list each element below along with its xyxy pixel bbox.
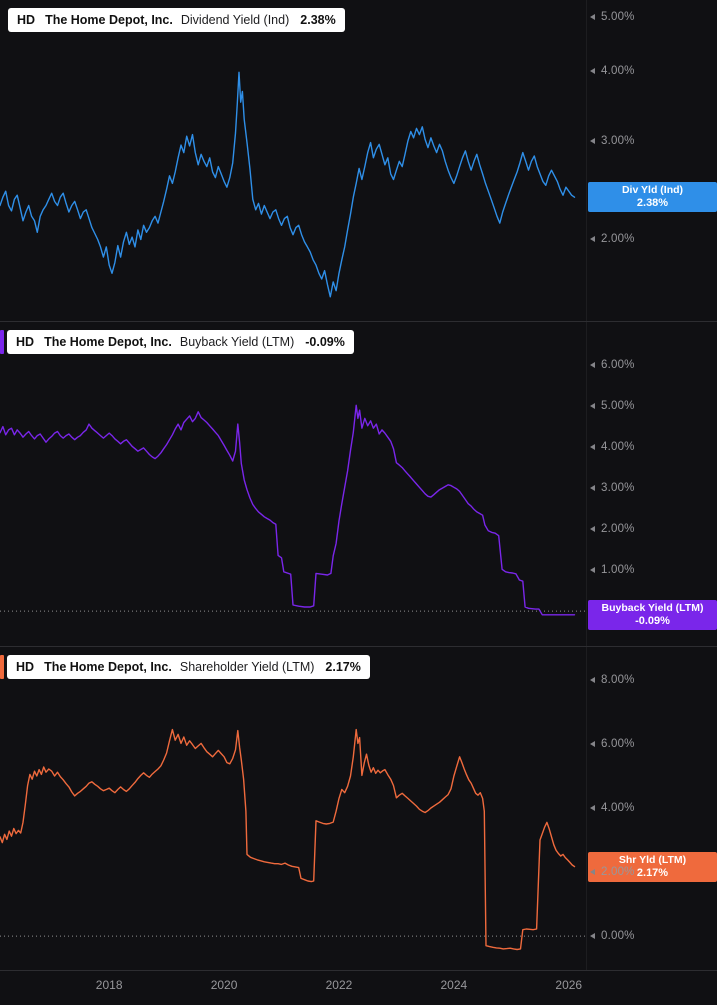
y-axis-tick-label: 4.00% bbox=[601, 802, 635, 815]
tick-arrow-icon bbox=[590, 403, 595, 410]
axis-separator bbox=[586, 0, 587, 970]
series-color-strip bbox=[0, 330, 4, 354]
y-axis-tick: 1.00% bbox=[590, 562, 635, 578]
badge-series-label: Shr Yld (LTM) bbox=[618, 853, 687, 866]
ticker-label: HD bbox=[17, 13, 36, 27]
dividend-yield-legend[interactable]: HD The Home Depot, Inc. Dividend Yield (… bbox=[8, 8, 345, 32]
y-axis-tick: 6.00% bbox=[590, 736, 635, 752]
badge-series-label: Buyback Yield (LTM) bbox=[601, 601, 704, 614]
buyback-yield-series-line bbox=[0, 404, 576, 616]
dividend-yield-y-axis: 5.00% 4.00% 3.00% 2.00% bbox=[588, 0, 717, 321]
y-axis-tick-label: 3.00% bbox=[601, 482, 635, 495]
y-axis-tick: 8.00% bbox=[590, 672, 635, 688]
x-axis-year-label: 2024 bbox=[440, 978, 468, 992]
y-axis-tick: 2.00% bbox=[590, 521, 635, 537]
pane-separator bbox=[0, 321, 717, 322]
tick-arrow-icon bbox=[590, 13, 595, 20]
y-axis-tick: 2.00% bbox=[590, 231, 635, 247]
y-axis-tick-label: 5.00% bbox=[601, 10, 635, 23]
y-axis-tick: 2.00% bbox=[590, 864, 635, 880]
y-axis-tick: 4.00% bbox=[590, 63, 635, 79]
y-axis-tick: 6.00% bbox=[590, 357, 635, 373]
shareholder-yield-y-axis: 8.00% 6.00% 4.00% 2.00% 0.00% bbox=[588, 647, 717, 970]
y-axis-tick: 5.00% bbox=[590, 9, 635, 25]
pane-separator bbox=[0, 646, 717, 647]
ticker-label: HD bbox=[16, 335, 35, 349]
buyback-yield-chart[interactable] bbox=[0, 322, 586, 646]
y-axis-tick-label: 5.00% bbox=[601, 400, 635, 413]
dividend-yield-series-line bbox=[0, 71, 576, 298]
series-color-strip bbox=[0, 655, 4, 679]
metric-value: 2.17% bbox=[325, 660, 361, 674]
x-axis-year-label: 2018 bbox=[95, 978, 123, 992]
shareholder-yield-legend[interactable]: HD The Home Depot, Inc. Shareholder Yiel… bbox=[0, 655, 370, 679]
dividend-yield-chart[interactable] bbox=[0, 0, 586, 321]
y-axis-tick: 4.00% bbox=[590, 439, 635, 455]
tick-arrow-icon bbox=[590, 236, 595, 243]
metric-value: 2.38% bbox=[300, 13, 336, 27]
y-axis-tick-label: 6.00% bbox=[601, 359, 635, 372]
y-axis-tick: 3.00% bbox=[590, 133, 635, 149]
tick-arrow-icon bbox=[590, 362, 595, 369]
x-axis-year-label: 2022 bbox=[325, 978, 353, 992]
dividend-yield-pane: 5.00% 4.00% 3.00% 2.00% Div Yld (Ind) 2.38%… bbox=[0, 0, 717, 321]
company-name: The Home Depot, Inc. bbox=[45, 13, 173, 27]
tick-arrow-icon bbox=[590, 740, 595, 747]
y-axis-tick-label: 1.00% bbox=[601, 564, 635, 577]
buyback-yield-pane: 6.00% 5.00% 4.00% 3.00% 2.00% 1.00% Buyback Y… bbox=[0, 322, 717, 646]
y-axis-tick-label: 2.00% bbox=[601, 233, 635, 246]
tick-arrow-icon bbox=[590, 933, 595, 940]
y-axis-tick: 5.00% bbox=[590, 398, 635, 414]
tick-arrow-icon bbox=[590, 444, 595, 451]
badge-series-label: Div Yld (Ind) bbox=[621, 184, 684, 197]
dividend-yield-last-value-badge: Div Yld (Ind) 2.38% bbox=[588, 182, 717, 213]
x-axis-separator bbox=[0, 970, 717, 971]
shareholder-yield-series-line bbox=[0, 728, 576, 951]
y-axis-tick-label: 3.00% bbox=[601, 134, 635, 147]
tick-arrow-icon bbox=[590, 676, 595, 683]
legend-box: HD The Home Depot, Inc. Buyback Yield (L… bbox=[7, 330, 354, 354]
y-axis-tick-label: 4.00% bbox=[601, 441, 635, 454]
y-axis-tick-label: 2.00% bbox=[601, 866, 635, 879]
x-axis-year-label: 2020 bbox=[210, 978, 238, 992]
tick-arrow-icon bbox=[590, 68, 595, 75]
buyback-yield-y-axis: 6.00% 5.00% 4.00% 3.00% 2.00% 1.00% bbox=[588, 322, 717, 646]
x-axis-year-label: 2026 bbox=[555, 978, 583, 992]
tick-arrow-icon bbox=[590, 526, 595, 533]
y-axis-tick: 3.00% bbox=[590, 480, 635, 496]
shareholder-yield-last-value-badge: Shr Yld (LTM) 2.17% bbox=[588, 851, 717, 882]
badge-series-value: 2.38% bbox=[636, 197, 669, 210]
tick-arrow-icon bbox=[590, 869, 595, 876]
tick-arrow-icon bbox=[590, 137, 595, 144]
shareholder-yield-chart[interactable] bbox=[0, 647, 586, 970]
tick-arrow-icon bbox=[590, 805, 595, 812]
y-axis-tick-label: 4.00% bbox=[601, 65, 635, 78]
metric-name: Buyback Yield (LTM) bbox=[179, 335, 295, 349]
y-axis-tick-label: 2.00% bbox=[601, 523, 635, 536]
x-axis-labels: 2018 2020 2022 2024 2026 bbox=[0, 971, 586, 1005]
shareholder-yield-pane: 8.00% 6.00% 4.00% 2.00% 0.00% Shr Yld (LTM) … bbox=[0, 647, 717, 970]
y-axis-tick-label: 8.00% bbox=[601, 673, 635, 686]
tick-arrow-icon bbox=[590, 485, 595, 492]
y-axis-tick-label: 6.00% bbox=[601, 737, 635, 750]
company-name: The Home Depot, Inc. bbox=[44, 660, 172, 674]
tick-arrow-icon bbox=[590, 567, 595, 574]
ticker-label: HD bbox=[16, 660, 35, 674]
x-axis[interactable]: 2018 2020 2022 2024 2026 bbox=[0, 971, 717, 1005]
metric-name: Dividend Yield (Ind) bbox=[180, 13, 290, 27]
y-axis-tick: 4.00% bbox=[590, 800, 635, 816]
buyback-yield-legend[interactable]: HD The Home Depot, Inc. Buyback Yield (L… bbox=[0, 330, 354, 354]
badge-series-value: -0.09% bbox=[635, 614, 670, 627]
metric-name: Shareholder Yield (LTM) bbox=[179, 660, 315, 674]
legend-box: HD The Home Depot, Inc. Dividend Yield (… bbox=[8, 8, 345, 32]
metric-value: -0.09% bbox=[305, 335, 345, 349]
badge-series-value: 2.17% bbox=[636, 866, 669, 879]
buyback-yield-last-value-badge: Buyback Yield (LTM) -0.09% bbox=[588, 599, 717, 630]
y-axis-tick-label: 0.00% bbox=[601, 930, 635, 943]
company-name: The Home Depot, Inc. bbox=[44, 335, 172, 349]
legend-box: HD The Home Depot, Inc. Shareholder Yiel… bbox=[7, 655, 370, 679]
y-axis-tick: 0.00% bbox=[590, 928, 635, 944]
